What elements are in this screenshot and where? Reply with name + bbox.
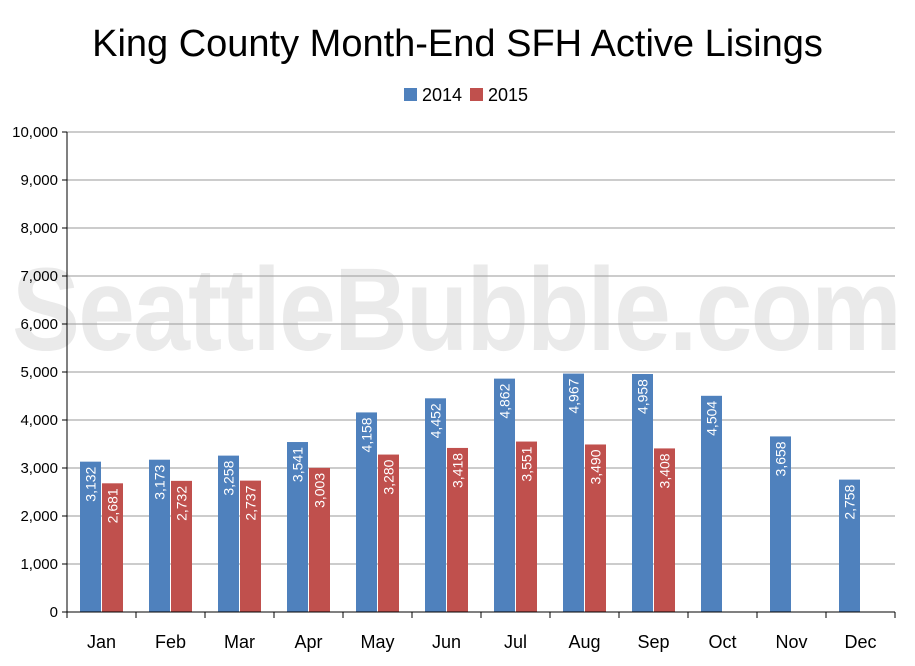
data-label-2014-aug: 4,967: [566, 378, 582, 413]
bar-2014-dec: [839, 479, 860, 612]
bar-2014-jun: [425, 398, 446, 612]
bar-2014-nov: [770, 436, 791, 612]
bar-2015-feb: [171, 480, 192, 612]
data-label-2015-mar: 2,737: [243, 485, 259, 520]
data-label-2014-apr: 3,541: [290, 447, 306, 482]
bar-2014-jan: [80, 461, 101, 612]
watermark-text: SeattleBubble.com: [12, 244, 900, 376]
x-tick-label-sep: Sep: [637, 632, 669, 652]
bar-2014-aug: [563, 373, 584, 612]
bar-2014-sep: [632, 374, 653, 612]
y-tick-label: 2,000: [20, 508, 58, 525]
grid-lines: [67, 131, 895, 565]
data-label-2014-jul: 4,862: [497, 383, 513, 418]
data-label-2014-may: 4,158: [359, 417, 375, 452]
bar-labels: 3,132 2,681 3,173 2,732 3,258 2,737 3,541 3,003…: [83, 378, 858, 523]
data-label-2014-oct: 4,504: [704, 401, 720, 436]
x-tick-label-apr: Apr: [294, 632, 322, 652]
x-tick-label-nov: Nov: [775, 632, 807, 652]
bar-2014-jul: [494, 378, 515, 612]
data-label-2015-aug: 3,490: [588, 449, 604, 484]
x-tick-label-jan: Jan: [87, 632, 116, 652]
data-label-2014-mar: 3,258: [221, 460, 237, 495]
y-tick-label: 4,000: [20, 412, 58, 429]
x-tick-label-jul: Jul: [504, 632, 527, 652]
x-tick-label-aug: Aug: [568, 632, 600, 652]
chart-title: King County Month-End SFH Active Lisings: [92, 23, 823, 65]
bar-2015-jun: [447, 447, 468, 612]
bar-2014-mar: [218, 455, 239, 612]
data-label-2015-jun: 3,418: [450, 453, 466, 488]
bar-2014-apr: [287, 442, 308, 612]
legend-label-2015: 2015: [488, 85, 528, 105]
x-tick-label-feb: Feb: [155, 632, 186, 652]
bar-2015-apr: [309, 467, 330, 612]
legend: 2014 2015: [404, 85, 528, 105]
data-label-2015-sep: 3,408: [657, 453, 673, 488]
data-label-2014-jun: 4,452: [428, 403, 444, 438]
data-label-2015-jul: 3,551: [519, 446, 535, 481]
x-tick-label-jun: Jun: [432, 632, 461, 652]
bar-2014-oct: [701, 395, 722, 612]
x-tick-label-dec: Dec: [844, 632, 876, 652]
y-axis-ticks: 0 1,000 2,000 3,000 4,000 5,000 6,000 7,000 8,00…: [12, 124, 67, 621]
x-axis-labels: Jan Feb Mar Apr May Jun Jul Aug Sep Oct Nov Dec: [66, 612, 896, 652]
bar-2015-mar: [240, 480, 261, 612]
y-tick-label: 3,000: [20, 460, 58, 477]
data-label-2014-jan: 3,132: [83, 466, 99, 501]
bar-2015-jan: [102, 483, 123, 612]
bar-2015-sep: [654, 448, 675, 612]
y-tick-label: 1,000: [20, 556, 58, 573]
data-label-2014-sep: 4,958: [635, 379, 651, 414]
data-label-2014-dec: 2,758: [842, 484, 858, 519]
x-tick-label-may: May: [360, 632, 394, 652]
bar-2015-jul: [516, 441, 537, 612]
x-tick-label-oct: Oct: [708, 632, 736, 652]
bar-2015-may: [378, 454, 399, 612]
data-label-2014-nov: 3,658: [773, 441, 789, 476]
x-tick-label-mar: Mar: [224, 632, 255, 652]
bar-2015-aug: [585, 444, 606, 612]
legend-swatch-2014: [404, 88, 417, 101]
data-label-2014-feb: 3,173: [152, 464, 168, 499]
y-tick-label: 6,000: [20, 316, 58, 333]
bars: [80, 373, 860, 612]
data-label-2015-jan: 2,681: [105, 488, 121, 523]
bar-2014-may: [356, 412, 377, 612]
data-label-2015-apr: 3,003: [312, 473, 328, 508]
y-tick-label: 8,000: [20, 220, 58, 237]
data-label-2015-may: 3,280: [381, 459, 397, 494]
y-tick-label: 9,000: [20, 172, 58, 189]
bar-2014-feb: [149, 459, 170, 612]
y-tick-label: 0: [50, 604, 58, 621]
legend-label-2014: 2014: [422, 85, 462, 105]
y-tick-label: 10,000: [12, 124, 58, 141]
y-tick-label: 7,000: [20, 268, 58, 285]
y-tick-label: 5,000: [20, 364, 58, 381]
data-label-2015-feb: 2,732: [174, 486, 190, 521]
legend-swatch-2015: [470, 88, 483, 101]
